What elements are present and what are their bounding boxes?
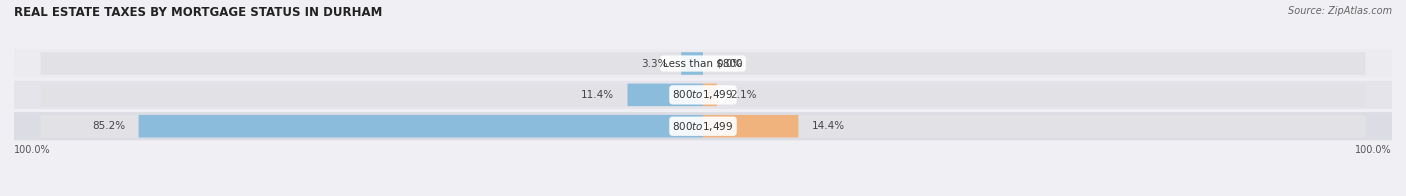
Text: 85.2%: 85.2% (93, 121, 125, 131)
Text: 11.4%: 11.4% (581, 90, 614, 100)
FancyBboxPatch shape (14, 112, 1392, 140)
Text: 100.0%: 100.0% (1355, 145, 1392, 155)
Text: 3.3%: 3.3% (641, 58, 668, 69)
Text: 2.1%: 2.1% (730, 90, 756, 100)
Text: $800 to $1,499: $800 to $1,499 (672, 120, 734, 133)
FancyBboxPatch shape (41, 52, 1365, 75)
Text: REAL ESTATE TAXES BY MORTGAGE STATUS IN DURHAM: REAL ESTATE TAXES BY MORTGAGE STATUS IN … (14, 6, 382, 19)
FancyBboxPatch shape (703, 83, 717, 106)
FancyBboxPatch shape (627, 83, 703, 106)
FancyBboxPatch shape (14, 49, 1392, 78)
FancyBboxPatch shape (41, 83, 1365, 106)
FancyBboxPatch shape (681, 52, 703, 75)
FancyBboxPatch shape (139, 115, 703, 138)
Text: Less than $800: Less than $800 (664, 58, 742, 69)
FancyBboxPatch shape (14, 81, 1392, 109)
Text: Source: ZipAtlas.com: Source: ZipAtlas.com (1288, 6, 1392, 16)
Text: $800 to $1,499: $800 to $1,499 (672, 88, 734, 101)
Text: 14.4%: 14.4% (811, 121, 845, 131)
FancyBboxPatch shape (41, 115, 1365, 138)
Text: 0.0%: 0.0% (716, 58, 742, 69)
Text: 100.0%: 100.0% (14, 145, 51, 155)
FancyBboxPatch shape (703, 115, 799, 138)
